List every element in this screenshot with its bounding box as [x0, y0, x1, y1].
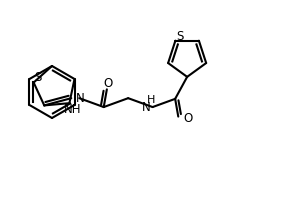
Text: S: S	[34, 71, 41, 84]
Text: NH: NH	[64, 103, 81, 116]
Text: O: O	[183, 112, 193, 125]
Text: N: N	[76, 92, 85, 105]
Text: O: O	[103, 77, 112, 90]
Text: S: S	[177, 30, 184, 43]
Text: N: N	[142, 101, 151, 114]
Text: H: H	[146, 95, 155, 105]
